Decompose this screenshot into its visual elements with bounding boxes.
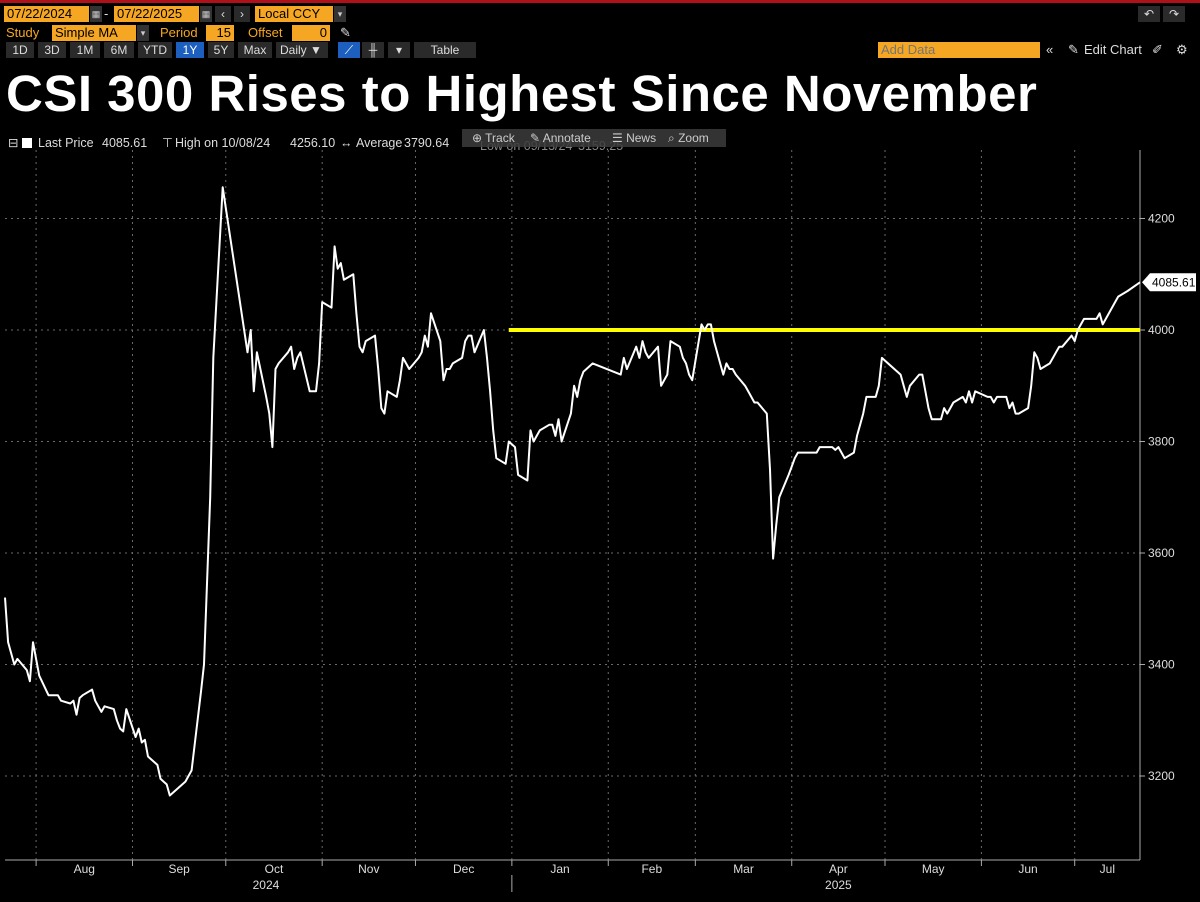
legend-swatch: [22, 138, 32, 148]
edit-chart-button[interactable]: Edit Chart: [1084, 42, 1142, 57]
x-tick-label: Mar: [733, 862, 754, 876]
annotate-label: Annotate: [542, 131, 591, 145]
x-tick-label: Jul: [1100, 862, 1115, 876]
table-button[interactable]: Table: [414, 42, 476, 58]
chevron-down-icon[interactable]: ▾: [388, 42, 410, 58]
frequency-label: Daily: [280, 43, 307, 57]
news-label: News: [626, 131, 657, 145]
high-value: 4256.10: [290, 136, 336, 150]
legend-pin-icon[interactable]: ⊟: [8, 136, 19, 150]
year-label-2025: 2025: [825, 878, 852, 892]
last-price-value: 4085.61: [102, 136, 148, 150]
range-max-button[interactable]: Max: [238, 42, 272, 58]
date-range-bar: 07/22/2024 ▦ - 07/22/2025 ▦ ‹ › Local CC…: [0, 6, 1200, 24]
range-5y-button[interactable]: 5Y: [208, 42, 234, 58]
high-label: High on 10/08/24: [175, 136, 271, 150]
range-1d-button[interactable]: 1D: [6, 42, 34, 58]
period-label: Period: [160, 25, 198, 40]
collapse-icon[interactable]: «: [1046, 42, 1054, 57]
annotate-tool[interactable]: ✎ Annotate: [530, 131, 591, 145]
news-tool[interactable]: ☰ News: [612, 131, 657, 145]
average-label: Average: [356, 136, 403, 150]
line-chart[interactable]: 3200 3400 3600 3800 4000 4200 Aug Sep Oct Nov Dec J…: [0, 146, 1200, 902]
x-tick-label: Apr: [829, 862, 848, 876]
offset-label: Offset: [248, 25, 283, 40]
pencil-icon[interactable]: ✐: [1152, 42, 1163, 57]
high-marker-icon: ⊤: [162, 136, 173, 150]
line-chart-icon[interactable]: ⟋: [338, 42, 360, 58]
edit-icon[interactable]: ✎: [1068, 42, 1079, 57]
range-ytd-button[interactable]: YTD: [138, 42, 172, 58]
range-3d-button[interactable]: 3D: [38, 42, 66, 58]
range-1m-button[interactable]: 1M: [70, 42, 100, 58]
y-tick-label: 3800: [1148, 435, 1175, 449]
undo-icon[interactable]: ↶: [1138, 6, 1160, 22]
chevron-down-icon[interactable]: ▾: [334, 6, 346, 22]
redo-icon[interactable]: ↷: [1163, 6, 1185, 22]
period-input[interactable]: 15: [206, 25, 234, 41]
y-tick-label: 4200: [1148, 212, 1175, 226]
previous-arrow-icon[interactable]: ‹: [215, 6, 231, 22]
x-tick-label: Oct: [265, 862, 284, 876]
chevron-down-icon[interactable]: ▾: [137, 25, 149, 41]
calendar-icon[interactable]: ▦: [200, 6, 212, 22]
bar-chart-icon[interactable]: ╫: [362, 42, 384, 58]
x-tick-label: Dec: [453, 862, 474, 876]
frequency-select[interactable]: Daily ▼: [276, 42, 328, 58]
top-accent-line: [0, 0, 1200, 3]
calendar-icon[interactable]: ▦: [90, 6, 102, 22]
chart-tools-bar: ⊕ Track ✎ Annotate ☰ News ⌕ Zoom: [462, 129, 726, 147]
add-data-input[interactable]: [878, 42, 1040, 58]
year-label-2024: 2024: [253, 878, 280, 892]
pencil-icon[interactable]: ✎: [340, 25, 351, 40]
y-tick-label: 3400: [1148, 658, 1175, 672]
average-value: 3790.64: [404, 136, 450, 150]
track-tool[interactable]: ⊕ Track: [472, 131, 515, 145]
last-value-label: 4085.61: [1152, 275, 1196, 289]
y-tick-label: 4000: [1148, 323, 1175, 337]
study-label: Study: [6, 25, 40, 40]
x-tick-label: Aug: [74, 862, 95, 876]
price-series-line: [4, 186, 1141, 797]
y-tick-label: 3200: [1148, 769, 1175, 783]
chart-title: CSI 300 Rises to Highest Since November: [6, 65, 1038, 122]
x-tick-label: Jan: [550, 862, 569, 876]
currency-select[interactable]: Local CCY: [255, 6, 333, 22]
range-6m-button[interactable]: 6M: [104, 42, 134, 58]
study-select[interactable]: Simple MA: [52, 25, 136, 41]
date-separator: -: [104, 6, 109, 21]
average-marker-icon: ↔: [340, 136, 353, 150]
next-arrow-icon[interactable]: ›: [234, 6, 250, 22]
end-date-input[interactable]: 07/22/2025: [114, 6, 199, 22]
range-1y-button[interactable]: 1Y: [176, 42, 204, 58]
zoom-label: Zoom: [678, 131, 709, 145]
zoom-tool[interactable]: ⌕ Zoom: [668, 131, 709, 145]
start-date-input[interactable]: 07/22/2024: [4, 6, 89, 22]
range-bar: 1D 3D 1M 6M YTD 1Y 5Y Max Daily ▼ ⟋ ╫ ▾ …: [0, 42, 1200, 60]
x-tick-label: Jun: [1018, 862, 1037, 876]
last-price-label: Last Price: [38, 136, 94, 150]
offset-input[interactable]: 0: [292, 25, 330, 41]
y-tick-label: 3600: [1148, 546, 1175, 560]
x-tick-label: Sep: [168, 862, 190, 876]
track-label: Track: [485, 131, 515, 145]
last-value-tag: [1142, 273, 1196, 292]
x-tick-label: Feb: [641, 862, 662, 876]
settings-icon[interactable]: ⚙: [1176, 42, 1188, 57]
study-bar: Study Simple MA ▾ Period 15 Offset 0 ✎: [0, 25, 1200, 43]
x-tick-label: May: [922, 862, 945, 876]
x-tick-label: Nov: [358, 862, 379, 876]
